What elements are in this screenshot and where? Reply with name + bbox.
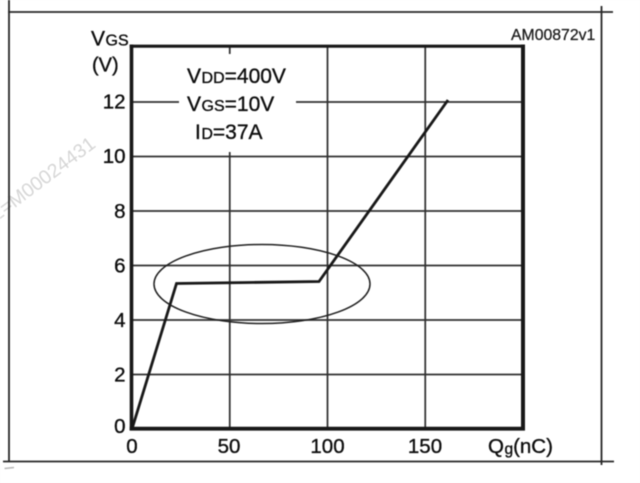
svg-text:50: 50	[218, 435, 241, 458]
svg-text:12: 12	[103, 91, 126, 114]
svg-text:100: 100	[310, 435, 344, 458]
svg-text:Qg(nC): Qg(nC)	[488, 435, 553, 458]
svg-text:VGS=10V: VGS=10V	[187, 93, 274, 116]
svg-text:2: 2	[114, 364, 125, 387]
svg-text:VDD=400V: VDD=400V	[187, 65, 286, 88]
svg-text:VGS: VGS	[91, 28, 129, 51]
svg-text:0: 0	[114, 415, 125, 438]
svg-text:ID=37A: ID=37A	[195, 121, 263, 144]
svg-text:0: 0	[126, 435, 137, 458]
svg-text:8: 8	[114, 200, 125, 223]
svg-text:(V): (V)	[92, 55, 119, 77]
svg-text:6: 6	[114, 255, 125, 278]
svg-text:AM00872v1: AM00872v1	[511, 27, 596, 44]
svg-text:150: 150	[408, 435, 442, 458]
svg-text:4: 4	[114, 309, 125, 332]
svg-text:10: 10	[103, 145, 126, 168]
